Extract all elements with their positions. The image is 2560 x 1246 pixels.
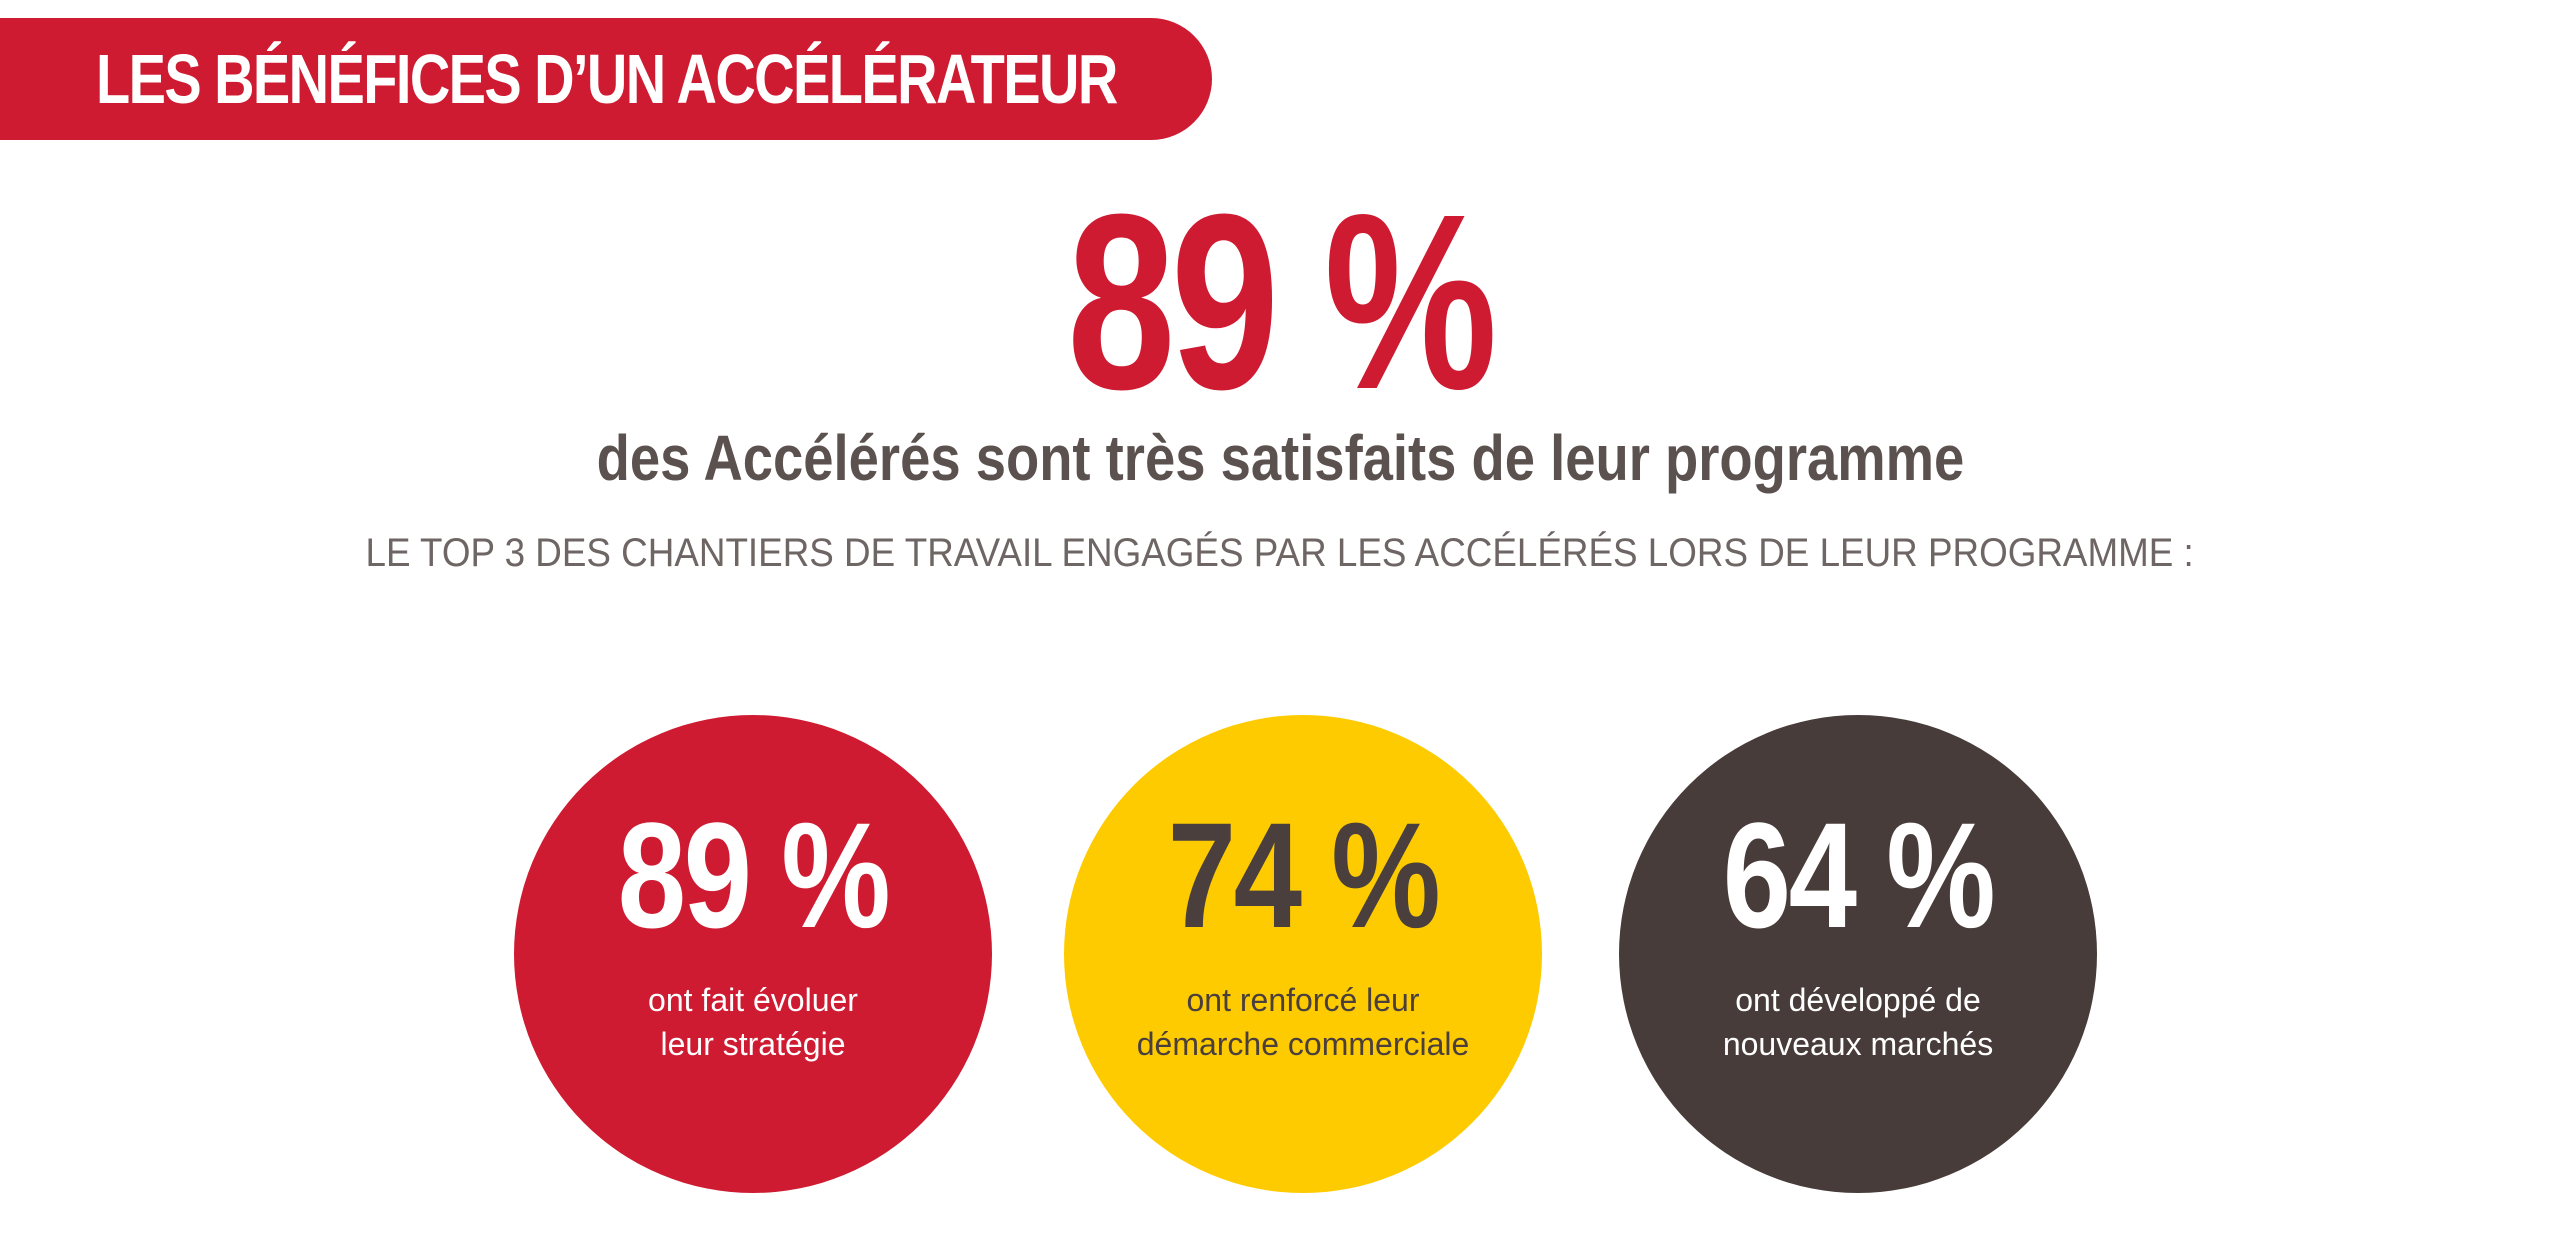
section-caption-text: LE TOP 3 DES CHANTIERS DE TRAVAIL ENGAGÉ… — [365, 531, 2195, 575]
section-caption: LE TOP 3 DES CHANTIERS DE TRAVAIL ENGAGÉ… — [0, 528, 2560, 578]
stat-value: 64 % — [1722, 791, 1996, 959]
title-banner: LES BÉNÉFICES D’UN ACCÉLÉRATEUR — [0, 18, 1212, 140]
stat-circle-markets: 64 % ont développé de nouveaux marchés — [1619, 715, 2097, 1193]
stat-value: 89 % — [617, 791, 891, 959]
page-title: LES BÉNÉFICES D’UN ACCÉLÉRATEUR — [96, 40, 1118, 118]
headline-percentage: 89 % — [0, 162, 2560, 441]
stat-description: ont renforcé leur démarche commerciale — [1136, 982, 1470, 1062]
headline-value: 89 % — [1067, 162, 1497, 441]
stat-description: ont fait évoluer leur stratégie — [648, 982, 858, 1062]
stat-value: 74 % — [1167, 791, 1441, 959]
stat-circle-strategy: 89 % ont fait évoluer leur stratégie — [514, 715, 992, 1193]
headline-subtitle: des Accélérés sont très satisfaits de le… — [0, 420, 2560, 496]
stat-circle-commercial: 74 % ont renforcé leur démarche commerci… — [1064, 715, 1542, 1193]
headline-subtitle-text: des Accélérés sont très satisfaits de le… — [596, 422, 1964, 494]
stat-description: ont développé de nouveaux marchés — [1722, 982, 1994, 1062]
